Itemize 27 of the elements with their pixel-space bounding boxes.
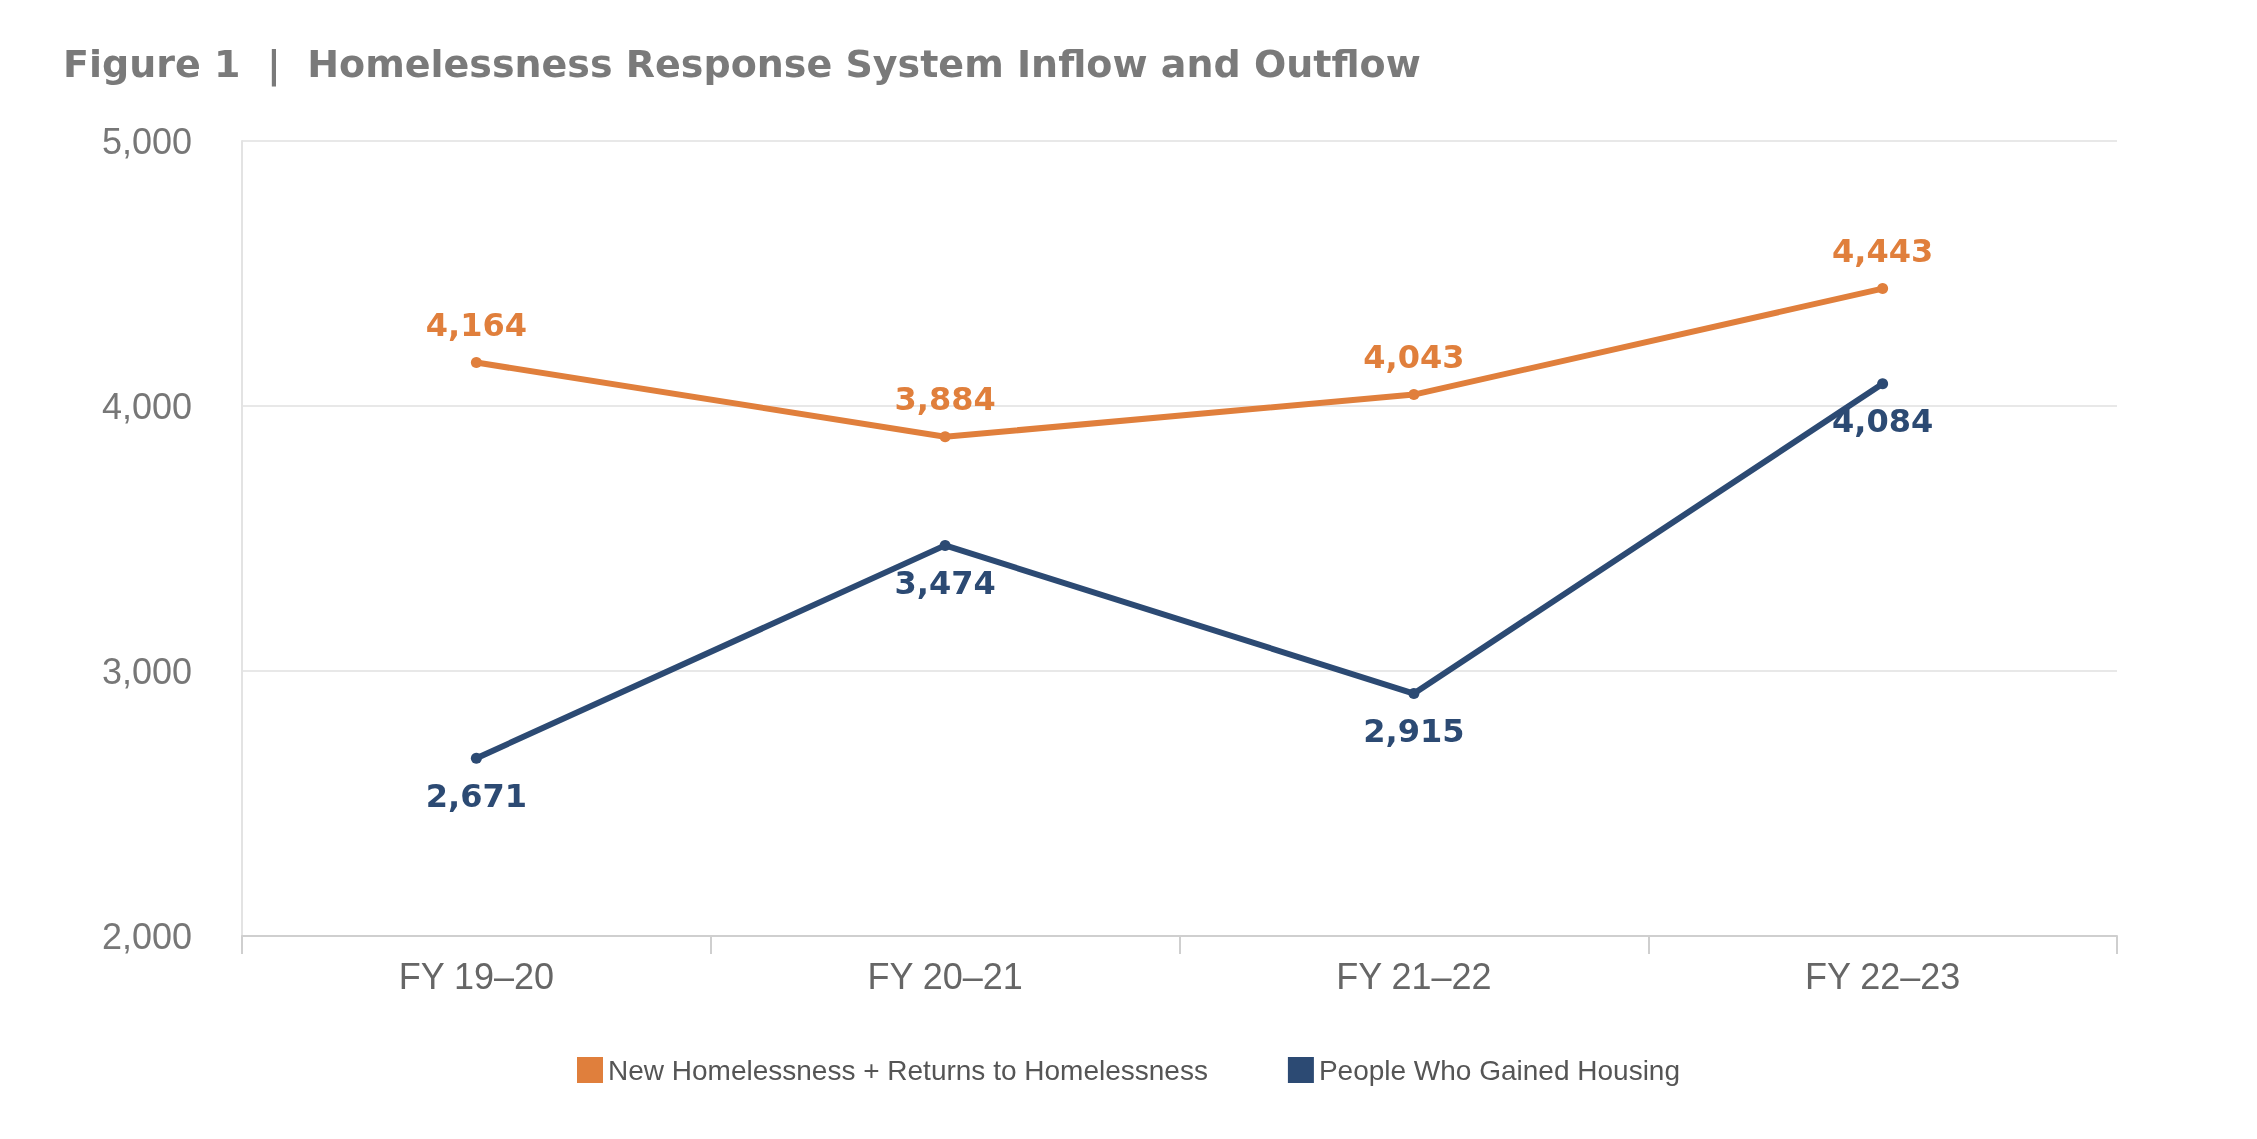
chart-title: Figure 1 | Homelessness Response System Inflow and Outflow <box>63 42 1421 87</box>
y-tick-label: 4,000 <box>101 385 192 427</box>
data-label: 3,884 <box>894 380 996 419</box>
x-tick-label: FY 21–22 <box>1336 955 1492 997</box>
data-label: 4,084 <box>1832 402 1934 441</box>
point <box>470 357 482 369</box>
legend-label: People Who Gained Housing <box>1318 1054 1681 1086</box>
point <box>939 539 951 551</box>
x-tick-label: FY 19–20 <box>398 955 555 997</box>
x-tick-label: FY 22–23 <box>1804 955 1961 997</box>
point <box>470 752 482 764</box>
x-tick-label: FY 20–21 <box>867 955 1023 997</box>
data-label: 2,671 <box>425 776 527 815</box>
point <box>939 431 951 443</box>
point <box>1877 283 1889 295</box>
y-tick-label: 3,000 <box>101 650 192 692</box>
data-label: 4,443 <box>1832 232 1934 271</box>
data-label: 4,164 <box>425 306 527 345</box>
y-tick-label: 5,000 <box>101 120 192 162</box>
data-label: 4,043 <box>1363 338 1465 377</box>
y-tick-label: 2,000 <box>101 915 192 957</box>
point <box>1408 688 1420 700</box>
data-label: 2,915 <box>1363 712 1465 751</box>
point <box>1877 378 1889 390</box>
legend-label: New Homelessness + Returns to Homelessness <box>607 1054 1208 1086</box>
point <box>1408 389 1420 401</box>
data-label: 3,474 <box>894 563 996 602</box>
